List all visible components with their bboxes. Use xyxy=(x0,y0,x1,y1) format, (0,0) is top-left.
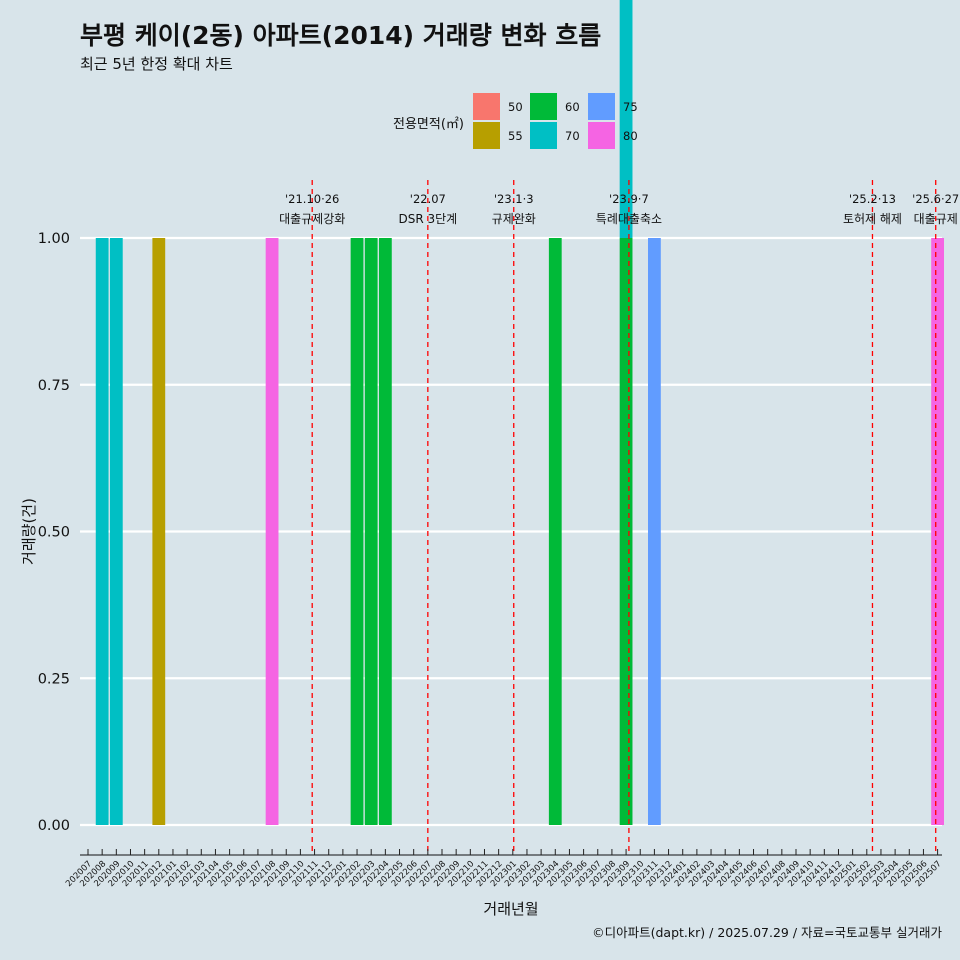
legend-swatch-70 xyxy=(530,122,557,149)
legend-label: 70 xyxy=(565,129,580,143)
event-date-label: '25.2·13 xyxy=(849,192,896,206)
bar-202108-80 xyxy=(265,238,279,825)
bar-202309-60 xyxy=(619,238,633,825)
y-tick-label: 0.75 xyxy=(38,378,70,394)
bar-202204-60 xyxy=(378,238,392,825)
y-axis-title: 거래량(건) xyxy=(20,498,38,565)
event-date-label: '22.07 xyxy=(410,192,446,206)
legend-label: 50 xyxy=(508,100,523,114)
bar-202309-70 xyxy=(619,0,633,238)
bar-202008-70 xyxy=(95,238,109,825)
x-axis-title: 거래년월 xyxy=(483,900,538,918)
event-name-label: 특례대출축소 xyxy=(596,212,662,226)
y-tick-label: 1.00 xyxy=(38,231,70,247)
legend-label: 55 xyxy=(508,129,523,143)
event-date-label: '21.10·26 xyxy=(285,192,339,206)
bar-202203-60 xyxy=(364,238,378,825)
event-name-label: 대출규제 xyxy=(914,212,958,226)
legend-swatch-80 xyxy=(588,122,615,149)
y-tick-label: 0.25 xyxy=(38,671,70,687)
legend-swatch-75 xyxy=(588,93,615,120)
chart-title: 부평 케이(2동) 아파트(2014) 거래량 변화 흐름 xyxy=(80,21,602,50)
y-tick-label: 0.00 xyxy=(38,818,70,834)
bar-202009-70 xyxy=(109,238,123,825)
bar-202202-60 xyxy=(350,238,364,825)
bar-202507-80 xyxy=(931,238,944,825)
legend-swatch-50 xyxy=(473,93,500,120)
source-caption: ©디아파트(dapt.kr) / 2025.07.29 / 자료=국토교통부 실… xyxy=(592,925,942,940)
y-tick-label: 0.50 xyxy=(38,525,70,541)
event-date-label: '25.6·27 xyxy=(912,192,959,206)
event-date-label: '23.9·7 xyxy=(609,192,649,206)
event-name-label: DSR 3단계 xyxy=(398,212,457,226)
event-name-label: 토허제 해제 xyxy=(843,212,902,226)
bar-202311-75 xyxy=(648,238,661,825)
event-name-label: 규제완화 xyxy=(492,212,536,226)
bar-202012-55 xyxy=(152,238,166,825)
legend-title: 전용면적(㎡) xyxy=(393,117,464,132)
legend-label: 60 xyxy=(565,100,580,114)
legend-swatch-55 xyxy=(473,122,500,149)
legend-label: 80 xyxy=(623,129,638,143)
legend-label: 75 xyxy=(623,100,638,114)
event-name-label: 대출규제강화 xyxy=(279,212,345,226)
legend-swatch-60 xyxy=(530,93,557,120)
event-date-label: '23.1·3 xyxy=(494,192,534,206)
bar-202304-60 xyxy=(548,238,562,825)
chart-subtitle: 최근 5년 한정 확대 차트 xyxy=(80,55,233,73)
